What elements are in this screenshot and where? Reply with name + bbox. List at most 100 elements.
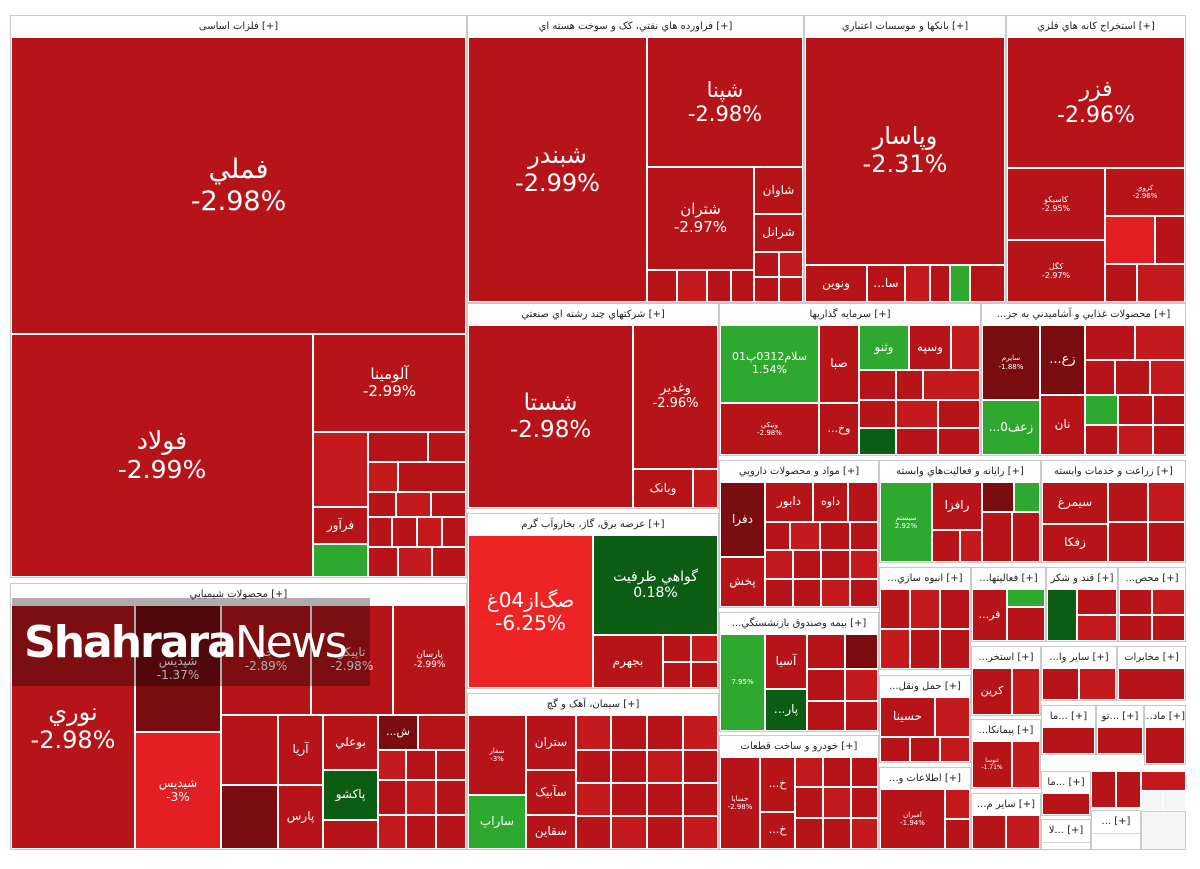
stock-tile-karin[interactable]: کرين [972, 668, 1012, 715]
stock-tile[interactable] [821, 550, 850, 579]
stock-tile[interactable] [691, 662, 718, 688]
stock-tile[interactable] [945, 789, 970, 819]
stock-tile[interactable] [1141, 771, 1186, 791]
stock-tile-bouali[interactable]: بوعلي [323, 715, 378, 770]
stock-tile[interactable] [1108, 522, 1148, 562]
stock-tile[interactable] [1118, 425, 1153, 455]
stock-tile[interactable] [910, 589, 940, 629]
stock-tile[interactable] [1042, 793, 1090, 815]
stock-tile[interactable] [1006, 815, 1040, 849]
stock-tile[interactable] [406, 750, 436, 780]
stock-tile[interactable] [754, 277, 779, 302]
stock-tile-kh1[interactable]: خ... [760, 757, 795, 812]
sector-header[interactable]: [+] قند و شکر [1047, 568, 1117, 591]
stock-tile-asia[interactable]: آسيا [765, 634, 807, 689]
stock-tile[interactable] [795, 787, 823, 818]
stock-tile[interactable] [683, 715, 718, 750]
stock-tile[interactable] [647, 715, 683, 750]
stock-tile-amiran[interactable]: اميران -1.94% [880, 789, 945, 849]
sector-header[interactable]: [+] سيمان، آهک و گچ [468, 694, 718, 717]
stock-tile-tapiko[interactable]: تاپيکو -2.98% [311, 605, 393, 715]
stock-tile-vaghadir[interactable]: وغدير -2.96% [633, 325, 718, 469]
stock-tile[interactable] [576, 816, 611, 849]
stock-tile[interactable] [795, 757, 823, 787]
stock-tile[interactable] [940, 589, 970, 629]
sector-header[interactable]: [+] مواد و محصولات دارويي [720, 461, 878, 484]
stock-tile-nan[interactable]: نان [1040, 395, 1085, 455]
stock-tile-vasepah[interactable]: وسپه [909, 325, 951, 370]
stock-tile[interactable] [677, 270, 707, 302]
stock-tile-khesapa[interactable]: خساپا -2.98% [720, 757, 760, 849]
sector-header[interactable]: [+] شرکتهاي چند رشته اي صنعتي [468, 304, 718, 327]
stock-tile[interactable] [378, 815, 406, 849]
stock-tile-vakh[interactable]: وخ... [819, 403, 859, 455]
stock-tile-shidis[interactable]: شيديس -3% [135, 732, 221, 849]
sector-header[interactable]: [+] ساير وا... [1042, 647, 1116, 670]
sector-header[interactable]: [+] اطلاعات و... [880, 768, 970, 791]
sector-header[interactable]: [+] حمل ونقل... [880, 676, 970, 699]
stock-tile-setran[interactable]: ستران [526, 715, 576, 770]
stock-tile[interactable] [1085, 425, 1118, 455]
stock-tile[interactable] [850, 550, 878, 579]
stock-tile[interactable] [1012, 512, 1040, 562]
sector-header[interactable]: [+] پيمانکا... [972, 720, 1040, 743]
stock-tile[interactable] [1163, 791, 1186, 811]
stock-tile[interactable] [1042, 727, 1095, 754]
stock-tile[interactable] [221, 715, 278, 785]
stock-tile[interactable] [823, 757, 851, 787]
stock-tile-sabik[interactable]: سآبيک [526, 770, 576, 815]
stock-tile[interactable] [821, 579, 850, 607]
stock-tile[interactable] [1012, 668, 1040, 715]
stock-tile[interactable] [1145, 727, 1185, 764]
sector-header[interactable]: [+] ...ما [1042, 706, 1095, 729]
stock-tile-zaaf[interactable]: زعف0... [982, 400, 1040, 455]
stock-tile-sa[interactable]: سا... [867, 265, 905, 302]
stock-tile[interactable] [1153, 425, 1185, 455]
stock-tile[interactable] [611, 816, 647, 849]
stock-tile-faravar[interactable]: فرآور [313, 507, 368, 544]
stock-tile[interactable] [880, 737, 910, 762]
stock-tile-shepdis[interactable]: شپديس -1.37% [135, 605, 221, 732]
stock-tile[interactable] [940, 629, 970, 669]
stock-tile-shetran[interactable]: شتران -2.97% [647, 167, 754, 270]
stock-tile[interactable] [754, 252, 779, 277]
stock-tile-system[interactable]: سيستم 2.92% [880, 482, 932, 562]
sector-header[interactable]: [+] مخابرات [1118, 647, 1185, 670]
stock-tile[interactable] [896, 428, 938, 455]
stock-tile[interactable] [1119, 589, 1152, 615]
stock-tile-vepasar[interactable]: وپاسار -2.31% [805, 37, 1005, 265]
stock-tile-salam0312[interactable]: سلام0312پ01 1.54% [720, 325, 819, 403]
stock-tile-hasina[interactable]: حسينا [880, 697, 935, 737]
stock-tile-shebandar[interactable]: شبندر -2.99% [468, 37, 647, 302]
stock-tile[interactable] [683, 816, 718, 849]
stock-tile-noori[interactable]: نوري -2.98% [11, 605, 135, 849]
stock-tile[interactable] [323, 820, 378, 849]
stock-tile[interactable] [859, 400, 896, 428]
stock-tile-kegol[interactable]: کگل -2.97% [1007, 240, 1105, 302]
sector-header[interactable]: [+] فلزات اساسی [11, 16, 466, 39]
stock-tile[interactable] [859, 428, 896, 455]
stock-tile[interactable] [935, 697, 970, 737]
stock-tile[interactable] [1012, 741, 1040, 788]
sector-header[interactable]: [+] استخراج کانه هاي فلزي [1007, 16, 1185, 39]
stock-tile-shepna[interactable]: شپنا -2.98% [647, 37, 803, 167]
stock-tile[interactable] [731, 270, 754, 302]
stock-tile-kerovi[interactable]: کروي -2.96% [1105, 168, 1185, 216]
stock-tile-jam[interactable]: جم -2.89% [221, 605, 311, 715]
stock-tile[interactable] [1118, 395, 1153, 425]
stock-tile[interactable] [368, 517, 392, 547]
stock-tile[interactable] [576, 750, 611, 783]
stock-tile-sarap[interactable]: ساراپ [468, 795, 526, 849]
stock-tile[interactable] [779, 252, 803, 277]
stock-tile[interactable] [951, 325, 980, 370]
stock-tile[interactable] [611, 715, 647, 750]
stock-tile[interactable] [820, 522, 850, 550]
stock-tile-rafza[interactable]: رافزا [932, 482, 982, 530]
stock-tile-kasiko[interactable]: کاسيکو -2.95% [1007, 168, 1105, 240]
stock-tile[interactable] [221, 785, 278, 849]
stock-tile[interactable] [779, 277, 803, 302]
stock-tile[interactable] [431, 492, 466, 517]
stock-tile[interactable] [793, 579, 821, 607]
stock-tile[interactable] [795, 818, 823, 849]
stock-tile[interactable] [436, 815, 466, 849]
